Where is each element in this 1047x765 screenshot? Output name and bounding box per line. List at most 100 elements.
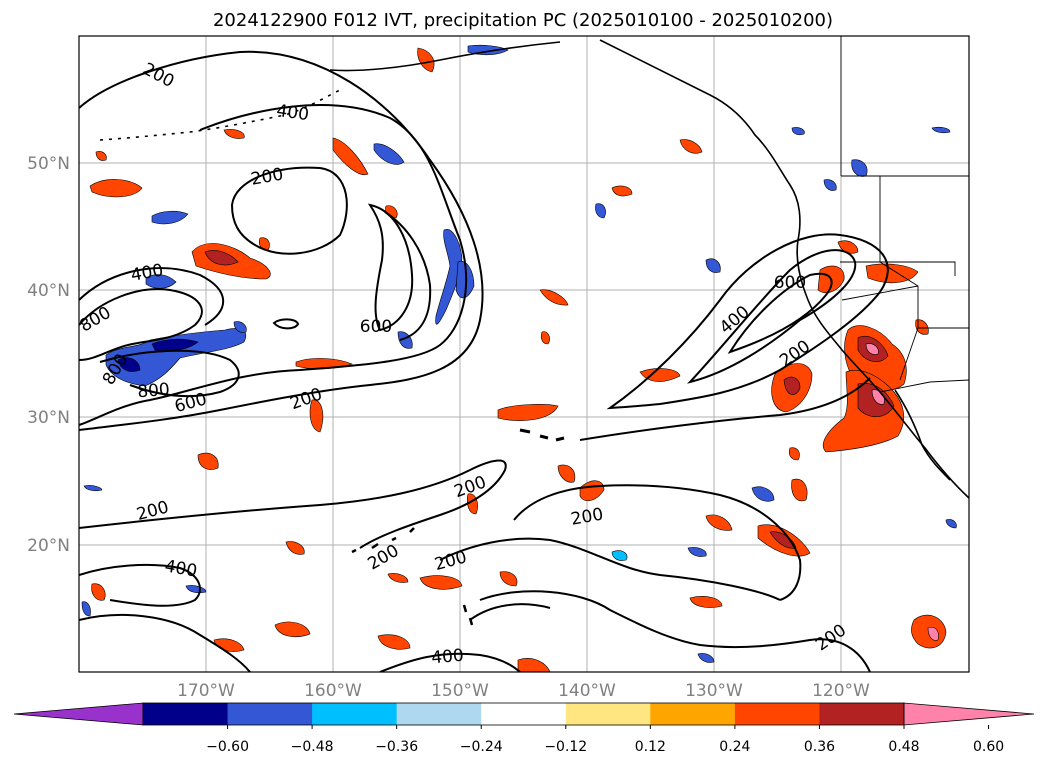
precip-patch xyxy=(687,547,707,557)
ivt-contour-600-north xyxy=(384,211,432,341)
precip-patch xyxy=(89,179,143,198)
precip-patch xyxy=(639,368,681,382)
ivt-contour-600 xyxy=(367,203,414,332)
colorbar-extend-max xyxy=(903,702,1035,726)
ivt-contour-400-south-b xyxy=(479,590,871,672)
precip-patch xyxy=(435,229,463,325)
ivt-contour-800-b xyxy=(99,349,240,398)
baja-coast xyxy=(894,389,951,481)
precip-patch xyxy=(387,573,409,583)
map-layer xyxy=(79,36,969,672)
colorbar-tick-label: −0.36 xyxy=(375,739,418,755)
precip-patch xyxy=(769,531,797,549)
north-america-coast xyxy=(599,39,969,499)
us-mexico-border xyxy=(879,379,969,393)
state-border-3 xyxy=(879,261,969,329)
negative-anomaly-patches xyxy=(81,44,957,663)
colorbar-extend-min xyxy=(13,702,144,726)
precip-patch xyxy=(837,240,859,254)
ivt-contour-400-south xyxy=(79,614,251,672)
precip-patch xyxy=(791,127,805,136)
precip-patch xyxy=(915,319,929,335)
precip-patch xyxy=(499,571,518,587)
state-border-1 xyxy=(879,176,956,276)
colorbar-tick-label: −0.60 xyxy=(206,739,249,755)
precip-patch xyxy=(783,376,801,395)
ivt-contour-200-e xyxy=(469,603,551,621)
colorbar-tick-label: 0.24 xyxy=(719,739,750,755)
precip-patch xyxy=(332,137,369,176)
colorbar-cell xyxy=(819,703,905,725)
lon-label: 170°W xyxy=(177,681,235,701)
ivt-contour-200-c xyxy=(439,537,781,601)
precip-patch xyxy=(373,143,405,165)
colorbar-cell xyxy=(650,703,736,725)
colorbar-cell xyxy=(227,703,313,725)
ivt-contour-200 xyxy=(79,50,484,431)
colorbar-tick-label: −0.24 xyxy=(460,739,503,755)
map-frame xyxy=(78,35,970,673)
lon-label: 160°W xyxy=(304,681,362,701)
colorbar-outline xyxy=(142,702,905,726)
precip-patch xyxy=(823,179,837,191)
lon-label: 150°W xyxy=(431,681,489,701)
ivt-contour-200-sub xyxy=(79,563,201,607)
colorbar-tick-label: 0.60 xyxy=(973,739,1004,755)
precip-patch xyxy=(539,289,569,306)
alaska-coast xyxy=(329,41,561,72)
lat-label: 50°N xyxy=(27,154,70,174)
precip-patch xyxy=(557,464,576,483)
state-border-4 xyxy=(841,285,919,301)
precip-patch xyxy=(595,203,606,219)
colorbar: −0.60 −0.48 −0.36 −0.24 −0.12 0.12 0.24 0.36 0.4… xyxy=(13,702,1035,755)
precip-patch xyxy=(81,601,91,617)
precip-patch xyxy=(611,185,633,197)
precip-patch xyxy=(788,447,800,461)
precip-patch xyxy=(285,541,305,555)
precip-patch xyxy=(705,258,721,273)
ivt-contour-200-south xyxy=(79,459,507,549)
colorbar-tick-label: −0.12 xyxy=(544,739,587,755)
precip-patch xyxy=(274,621,311,637)
colorbar-tick-label: 0.12 xyxy=(635,739,666,755)
precip-patch xyxy=(751,486,775,502)
contour-label: 600 xyxy=(360,317,392,337)
precip-patch xyxy=(927,627,939,641)
ivt-contours xyxy=(79,50,889,672)
island-group-south xyxy=(462,604,474,626)
precip-patch xyxy=(417,47,435,73)
colorbar-cell xyxy=(734,703,820,725)
contour-label: 600 xyxy=(774,273,806,293)
colorbar-cells xyxy=(143,703,905,725)
colorbar-tick-label: 0.36 xyxy=(804,739,835,755)
precip-patch xyxy=(689,596,723,608)
hawaii-islands xyxy=(351,527,415,554)
precip-patch xyxy=(697,653,715,663)
island-group-mid xyxy=(519,428,565,442)
lat-label: 30°N xyxy=(27,408,70,428)
colorbar-cell xyxy=(565,703,651,725)
lat-label: 20°N xyxy=(27,536,70,556)
contour-label: 800 xyxy=(137,380,171,403)
precip-patch xyxy=(309,399,324,433)
precip-patch xyxy=(233,321,247,333)
precip-patch xyxy=(517,658,551,672)
colorbar-ticks: −0.60 −0.48 −0.36 −0.24 −0.12 0.12 0.24 0.36 0.4… xyxy=(206,725,1004,755)
latitude-labels: 50°N 40°N 30°N 20°N xyxy=(27,154,70,556)
colorbar-cell xyxy=(396,703,482,725)
ivt-contour-200-d xyxy=(513,484,802,601)
colorbar-cell xyxy=(143,703,229,725)
ivt-contour-small-loop xyxy=(272,318,300,330)
ivt-contour-200-east xyxy=(579,377,871,441)
precip-patch xyxy=(223,129,245,139)
precip-patch xyxy=(91,583,106,601)
ivt-contour-200-loop xyxy=(230,166,348,255)
precip-patch xyxy=(791,478,808,502)
contour-label: 400 xyxy=(275,101,310,125)
map-background xyxy=(79,36,969,672)
precip-patch xyxy=(945,519,957,529)
coastline xyxy=(99,39,969,626)
ivt-contour-800-loop xyxy=(79,288,203,361)
map-title: 2024122900 F012 IVT, precipitation PC (2… xyxy=(213,10,833,31)
ivt-contour-800-east xyxy=(727,272,833,354)
